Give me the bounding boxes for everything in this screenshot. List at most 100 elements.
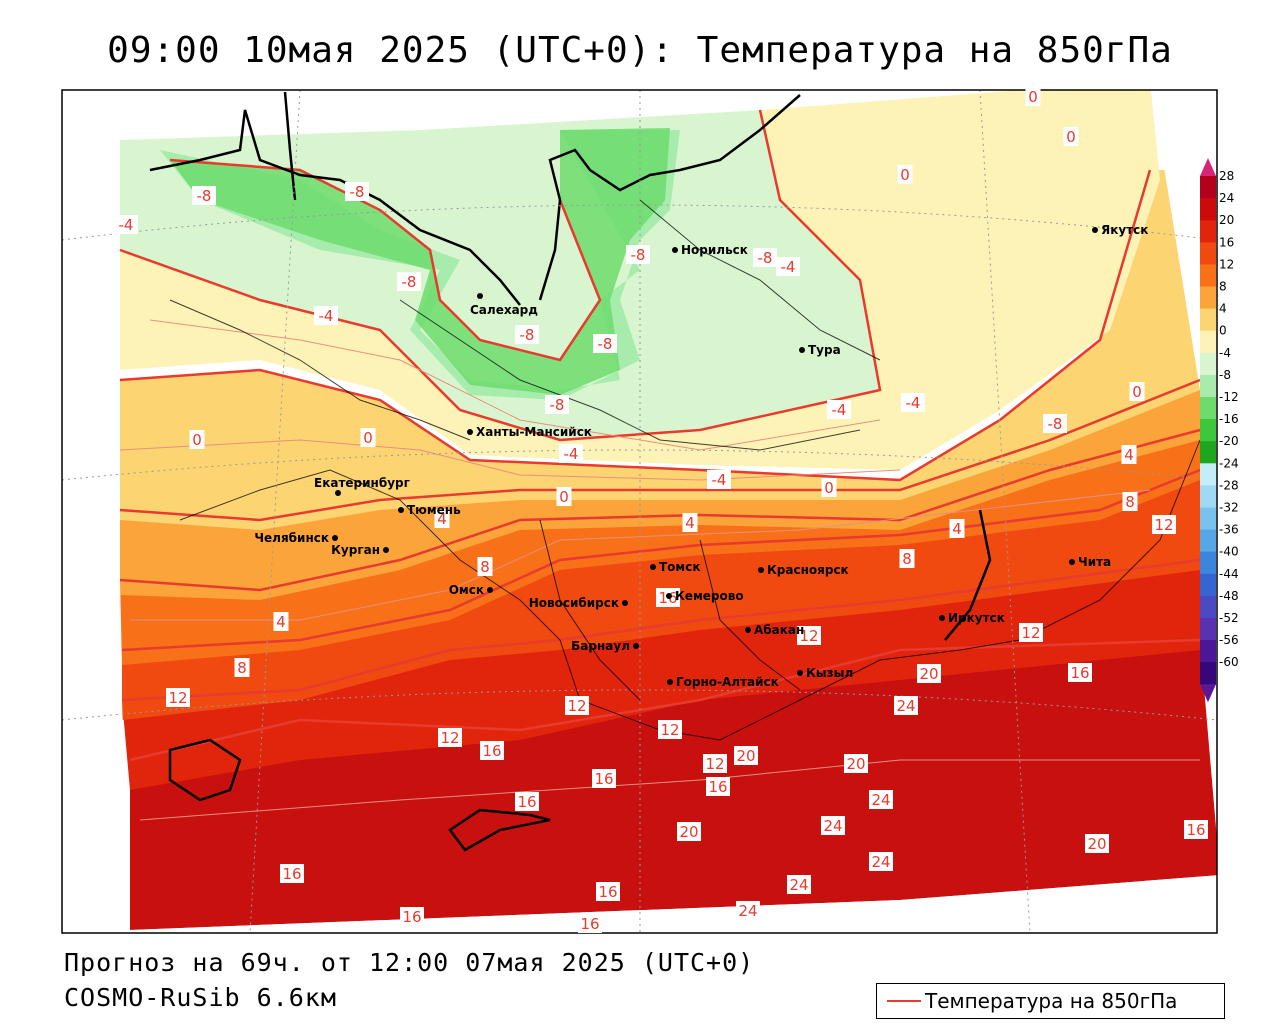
isoline-label: 24	[787, 875, 811, 894]
isoline-label-text: 16	[482, 742, 501, 760]
colorbar-tick-label: 16	[1219, 235, 1234, 249]
city-label: Горно-Алтайск	[676, 675, 779, 689]
isoline-label-bg	[515, 792, 539, 811]
city-marker: Тура	[799, 343, 841, 357]
isoline-label-bg	[477, 557, 493, 576]
colorbar-swatch	[1200, 551, 1216, 575]
city-dot	[745, 627, 751, 633]
isoline-label-text: 0	[900, 166, 910, 184]
band-cream	[120, 90, 1160, 470]
city-dot	[666, 593, 672, 599]
colorbar-swatch	[1200, 352, 1216, 376]
isoline-label-text: 24	[896, 697, 915, 715]
isoline-label-text: 8	[1125, 493, 1135, 511]
isoline-label-text: 20	[736, 747, 755, 765]
city-marker: Кемерово	[666, 589, 744, 603]
isoline-label-bg	[360, 428, 376, 447]
city-label: Новосибирск	[529, 596, 619, 610]
isoline-label-text: 0	[363, 429, 373, 447]
isoline-label-text: 20	[846, 755, 865, 773]
isoline-label-text: 12	[1021, 624, 1040, 642]
isoline-label-bg	[192, 186, 216, 205]
isoline-label-bg	[899, 549, 915, 568]
minor-isolines	[119, 319, 1200, 821]
city-marker: Челябинск	[254, 531, 338, 545]
city-dot	[1092, 227, 1098, 233]
colorbar-tick-label: -48	[1219, 589, 1239, 603]
city-dot	[650, 564, 656, 570]
city-dot	[622, 600, 628, 606]
isoline-label-bg	[1122, 492, 1138, 511]
isoline-label-bg	[949, 519, 965, 538]
isoline-label-text: 20	[679, 823, 698, 841]
isoline-label-bg	[897, 165, 913, 184]
isoline-label-text: 16	[580, 915, 599, 933]
isoline-label-text: 0	[559, 488, 569, 506]
isoline-label: 16	[480, 741, 504, 760]
band-deep-red	[130, 640, 1217, 930]
colorbar-swatch	[1200, 374, 1216, 398]
isoline-label-bg	[821, 478, 837, 497]
isoline-label-bg	[894, 696, 918, 715]
city-dot	[667, 679, 673, 685]
city-dot	[332, 535, 338, 541]
isoline-label-text: -4	[781, 258, 796, 276]
isoline-label-bg	[901, 393, 925, 412]
isoline-label: 12	[703, 754, 727, 773]
isoline-label-bg	[787, 875, 811, 894]
city-marker: Тюмень	[398, 503, 461, 517]
city-dot	[799, 347, 805, 353]
city-marker: Красноярск	[758, 563, 849, 577]
isoline-label-bg	[578, 914, 602, 933]
isoline-label: 12	[1019, 623, 1043, 642]
isoline-labels: 0 0 0 0 0 0 0 0 -4 -4 -4 -4 -4 -4 -4 -8 -8 -8 -8 -8 -8 -8 -8 -8…	[114, 87, 1208, 933]
isoline-label: 8	[1122, 492, 1138, 511]
colorbar-swatch	[1200, 640, 1216, 663]
isoline-label: 0	[556, 487, 572, 506]
isoline-label: -8	[1043, 414, 1067, 433]
isoline-label-bg	[515, 325, 539, 344]
colorbar-tick-label: -16	[1219, 412, 1239, 426]
isoline-label-text: 16	[598, 883, 617, 901]
city-marker: Томск	[650, 560, 701, 574]
isoline-label: -8	[397, 272, 421, 291]
colorbar-tick-label: 4	[1219, 302, 1227, 316]
isoline-label-bg	[114, 215, 138, 234]
isoline-label-text: 8	[237, 659, 247, 677]
isoline-label: 12	[1152, 515, 1176, 534]
isoline-label: 0	[897, 165, 913, 184]
city-marker: Абакан	[745, 623, 804, 637]
isoline-label-text: 0	[824, 479, 834, 497]
isoline-label-text: 0	[1132, 383, 1142, 401]
isoline-label-bg	[734, 746, 758, 765]
isoline-label-text: 24	[871, 853, 890, 871]
city-marker: Чита	[1069, 555, 1111, 569]
city-label: Екатеринбург	[314, 476, 410, 490]
isoline-label-text: -4	[319, 307, 334, 325]
colorbar-swatch	[1200, 264, 1216, 287]
isoline-label-bg	[400, 907, 424, 926]
isoline-label: 12	[438, 728, 462, 747]
isoline-label-bg	[592, 769, 616, 788]
city-marker: Норильск	[672, 243, 748, 257]
city-marker: Курган	[331, 543, 389, 557]
isoline-label-text: 4	[952, 520, 962, 538]
isoline-label-text: 12	[567, 697, 586, 715]
city-label: Омск	[449, 583, 484, 597]
isoline-label-bg	[166, 688, 190, 707]
city-dot	[1069, 559, 1075, 565]
isoline-label: -8	[593, 334, 617, 353]
isoline-label-bg	[480, 741, 504, 760]
city-label: Кемерово	[675, 589, 744, 603]
isoline-label: 16	[596, 882, 620, 901]
isoline-label: -4	[827, 400, 851, 419]
isoline-label: 24	[821, 816, 845, 835]
city-marker: Новосибирск	[529, 596, 628, 610]
isoline-label: -4	[114, 215, 138, 234]
city-markers: Якутск Норильск Салехард Тура Ханты-Мансийск…	[254, 223, 1148, 689]
isoline-label-text: 4	[685, 514, 695, 532]
isoline-label: 16	[706, 777, 730, 796]
isoline-label-text: -4	[564, 445, 579, 463]
isoline-label-text: 16	[282, 865, 301, 883]
legend: Температура на 850гПа	[876, 983, 1225, 1019]
